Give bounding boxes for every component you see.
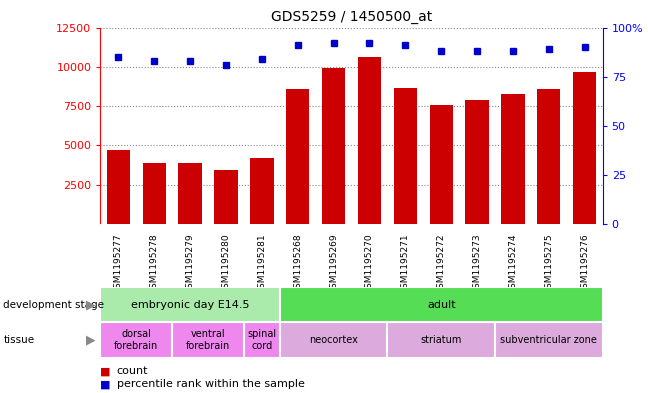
Bar [502, 94, 525, 224]
Text: GSM1195278: GSM1195278 [150, 233, 159, 294]
Text: GSM1195275: GSM1195275 [544, 233, 553, 294]
Bar [143, 163, 166, 224]
Bar [280, 322, 388, 358]
Bar [100, 287, 280, 322]
Text: GSM1195274: GSM1195274 [509, 233, 518, 294]
Bar [280, 287, 603, 322]
Text: GSM1195272: GSM1195272 [437, 233, 446, 294]
Bar [172, 322, 244, 358]
Text: ■: ■ [100, 366, 111, 376]
Text: neocortex: neocortex [309, 335, 358, 345]
Text: ▶: ▶ [86, 333, 96, 347]
Bar [465, 100, 489, 224]
Text: development stage: development stage [3, 299, 104, 310]
Text: GSM1195281: GSM1195281 [257, 233, 266, 294]
Text: GSM1195280: GSM1195280 [222, 233, 231, 294]
Text: ■: ■ [100, 379, 111, 389]
Text: count: count [117, 366, 148, 376]
Text: GSM1195268: GSM1195268 [294, 233, 302, 294]
Text: striatum: striatum [421, 335, 462, 345]
Text: GSM1195270: GSM1195270 [365, 233, 374, 294]
Text: adult: adult [427, 299, 456, 310]
Bar [286, 89, 309, 224]
Bar [430, 105, 453, 224]
Text: GSM1195277: GSM1195277 [114, 233, 123, 294]
Bar [100, 322, 172, 358]
Bar [250, 158, 273, 224]
Text: spinal
cord: spinal cord [248, 329, 277, 351]
Bar [573, 72, 596, 224]
Text: ▶: ▶ [86, 298, 96, 311]
Text: GSM1195273: GSM1195273 [472, 233, 481, 294]
Bar [178, 163, 202, 224]
Bar [358, 57, 381, 224]
Bar [495, 322, 603, 358]
Bar [107, 150, 130, 224]
Text: GSM1195271: GSM1195271 [401, 233, 410, 294]
Bar [394, 88, 417, 224]
Bar [537, 89, 561, 224]
Text: percentile rank within the sample: percentile rank within the sample [117, 379, 305, 389]
Text: GSM1195276: GSM1195276 [580, 233, 589, 294]
Bar [244, 322, 280, 358]
Text: embryonic day E14.5: embryonic day E14.5 [131, 299, 249, 310]
Text: tissue: tissue [3, 335, 34, 345]
Text: ventral
forebrain: ventral forebrain [186, 329, 230, 351]
Text: GSM1195269: GSM1195269 [329, 233, 338, 294]
Title: GDS5259 / 1450500_at: GDS5259 / 1450500_at [271, 10, 432, 24]
Text: dorsal
forebrain: dorsal forebrain [114, 329, 159, 351]
Text: subventricular zone: subventricular zone [500, 335, 597, 345]
Text: GSM1195279: GSM1195279 [185, 233, 194, 294]
Bar [388, 322, 495, 358]
Bar [322, 68, 345, 224]
Bar [214, 170, 238, 224]
